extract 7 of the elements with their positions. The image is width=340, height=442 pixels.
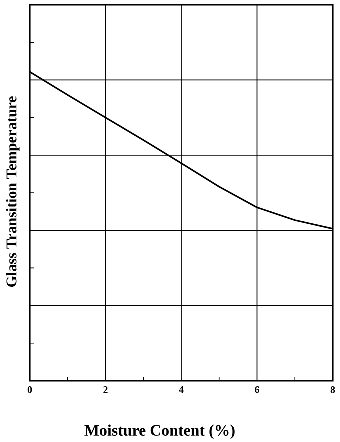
x-tick-label: 2 [104, 386, 108, 394]
x-tick-label: 8 [330, 386, 336, 394]
y-axis-title: Glass Transition Temperature [6, 96, 20, 288]
x-tick-label: 6 [255, 386, 260, 394]
x-tick-label: 4 [179, 386, 184, 394]
x-tick-label: 0 [28, 386, 32, 394]
x-axis-title: Moisture Content (%) [84, 424, 235, 440]
